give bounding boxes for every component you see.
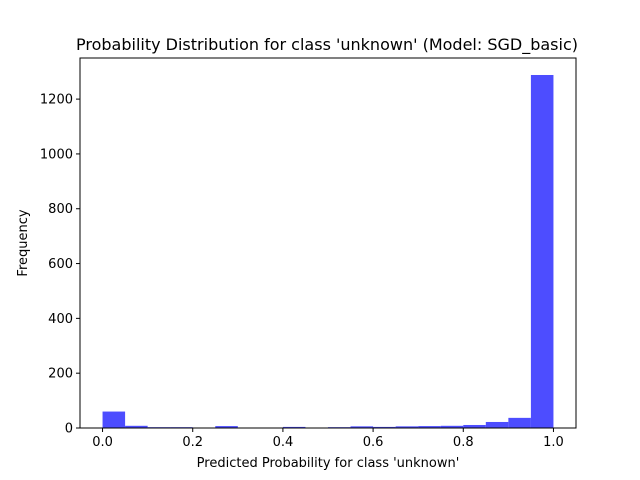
x-tick-label: 0.2 [182,435,203,450]
histogram-bar [282,426,306,428]
y-tick-label: 0 [65,422,73,437]
y-tick-label: 1200 [40,93,73,108]
y-tick-label: 200 [48,367,73,382]
y-tick-label: 400 [48,312,73,327]
y-tick-label: 800 [48,202,73,217]
histogram-bar [215,426,238,428]
histogram-bar [440,425,464,428]
histogram-bar [373,426,396,428]
x-axis-ticks: 0.0 0.2 0.4 0.6 0.8 1.0 [92,428,564,450]
bars-group [102,74,554,429]
x-tick-label: 0.0 [92,435,113,450]
y-axis-ticks: 0 200 400 600 800 1000 1200 [40,93,80,437]
x-tick-label: 0.4 [273,435,294,450]
x-axis-label: Predicted Probability for class 'unknown… [197,456,460,471]
x-tick-label: 0.6 [363,435,384,450]
x-tick-label: 1.0 [543,435,564,450]
y-tick-label: 1000 [40,147,73,162]
histogram-bar [485,421,509,428]
histogram-bar [125,425,148,428]
chart-title: Probability Distribution for class 'unkn… [76,35,578,55]
histogram-bar [508,417,531,428]
y-axis-label: Frequency [16,209,31,276]
y-tick-label: 600 [48,257,73,272]
x-tick-label: 0.8 [453,435,474,450]
histogram-bar [395,426,419,428]
histogram-bar [350,426,374,428]
histogram-bar [418,426,441,428]
histogram-bar [102,411,126,428]
histogram-bar [530,74,554,429]
plot-frame [79,57,577,429]
histogram-bar [463,424,486,428]
